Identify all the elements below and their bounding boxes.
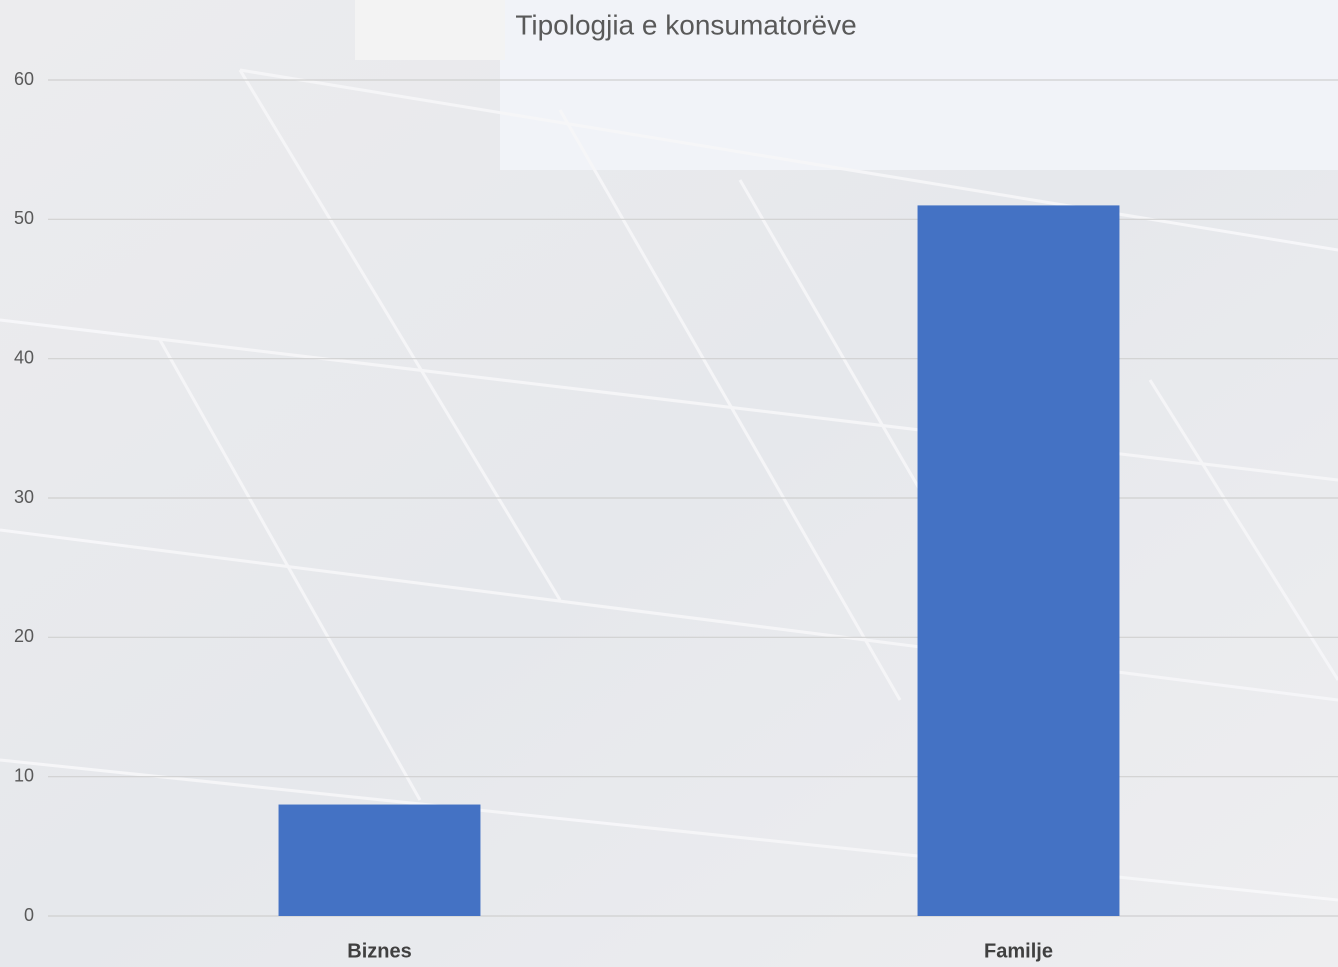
y-tick-label: 60	[14, 69, 34, 89]
x-tick-label: Biznes	[347, 940, 411, 962]
x-tick-label: Familje	[984, 940, 1053, 962]
bar	[278, 804, 481, 916]
bar	[917, 205, 1120, 916]
y-tick-label: 50	[14, 208, 34, 228]
y-tick-label: 0	[24, 905, 34, 925]
y-tick-label: 30	[14, 487, 34, 507]
y-tick-label: 20	[14, 626, 34, 646]
y-tick-label: 40	[14, 347, 34, 367]
chart-title: Tipologjia e konsumatorëve	[515, 9, 856, 40]
y-tick-label: 10	[14, 765, 34, 785]
